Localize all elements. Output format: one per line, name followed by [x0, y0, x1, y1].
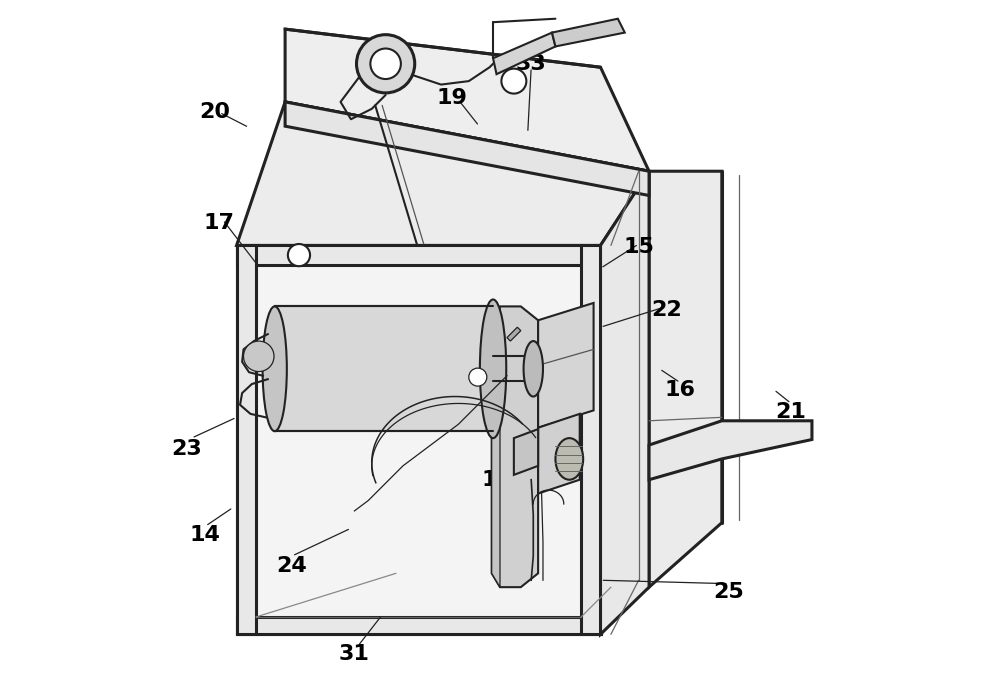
Ellipse shape [524, 341, 543, 397]
Text: 31: 31 [339, 644, 370, 665]
Circle shape [357, 35, 415, 93]
Text: 15: 15 [623, 237, 654, 258]
Circle shape [244, 341, 274, 372]
Polygon shape [237, 246, 601, 634]
Polygon shape [237, 102, 649, 246]
Polygon shape [649, 171, 722, 587]
Polygon shape [507, 327, 521, 341]
Ellipse shape [555, 438, 583, 480]
Text: 14: 14 [190, 525, 221, 545]
Circle shape [469, 368, 487, 386]
Text: 33: 33 [516, 54, 547, 74]
Circle shape [501, 69, 526, 93]
Text: 23: 23 [171, 438, 202, 459]
Circle shape [288, 244, 310, 266]
Polygon shape [514, 429, 538, 475]
Polygon shape [285, 29, 649, 171]
Polygon shape [492, 306, 500, 587]
Text: 24: 24 [277, 556, 307, 576]
Text: 18: 18 [481, 470, 512, 490]
Polygon shape [538, 414, 580, 493]
Polygon shape [649, 421, 812, 480]
Polygon shape [552, 19, 625, 47]
Ellipse shape [263, 306, 287, 432]
Polygon shape [285, 102, 649, 196]
Polygon shape [581, 246, 601, 634]
Text: 16: 16 [665, 379, 696, 400]
Text: 20: 20 [199, 102, 230, 122]
Polygon shape [237, 246, 601, 264]
Polygon shape [237, 617, 601, 634]
Polygon shape [493, 33, 555, 74]
Polygon shape [538, 303, 594, 428]
Text: 25: 25 [713, 582, 744, 602]
Text: 17: 17 [204, 213, 235, 233]
Polygon shape [601, 171, 649, 634]
Circle shape [370, 49, 401, 79]
Text: 22: 22 [651, 300, 682, 320]
Text: 19: 19 [436, 88, 467, 109]
Polygon shape [275, 306, 493, 432]
Polygon shape [492, 306, 538, 587]
Polygon shape [237, 246, 256, 634]
Text: 21: 21 [776, 402, 807, 422]
Ellipse shape [480, 299, 506, 438]
